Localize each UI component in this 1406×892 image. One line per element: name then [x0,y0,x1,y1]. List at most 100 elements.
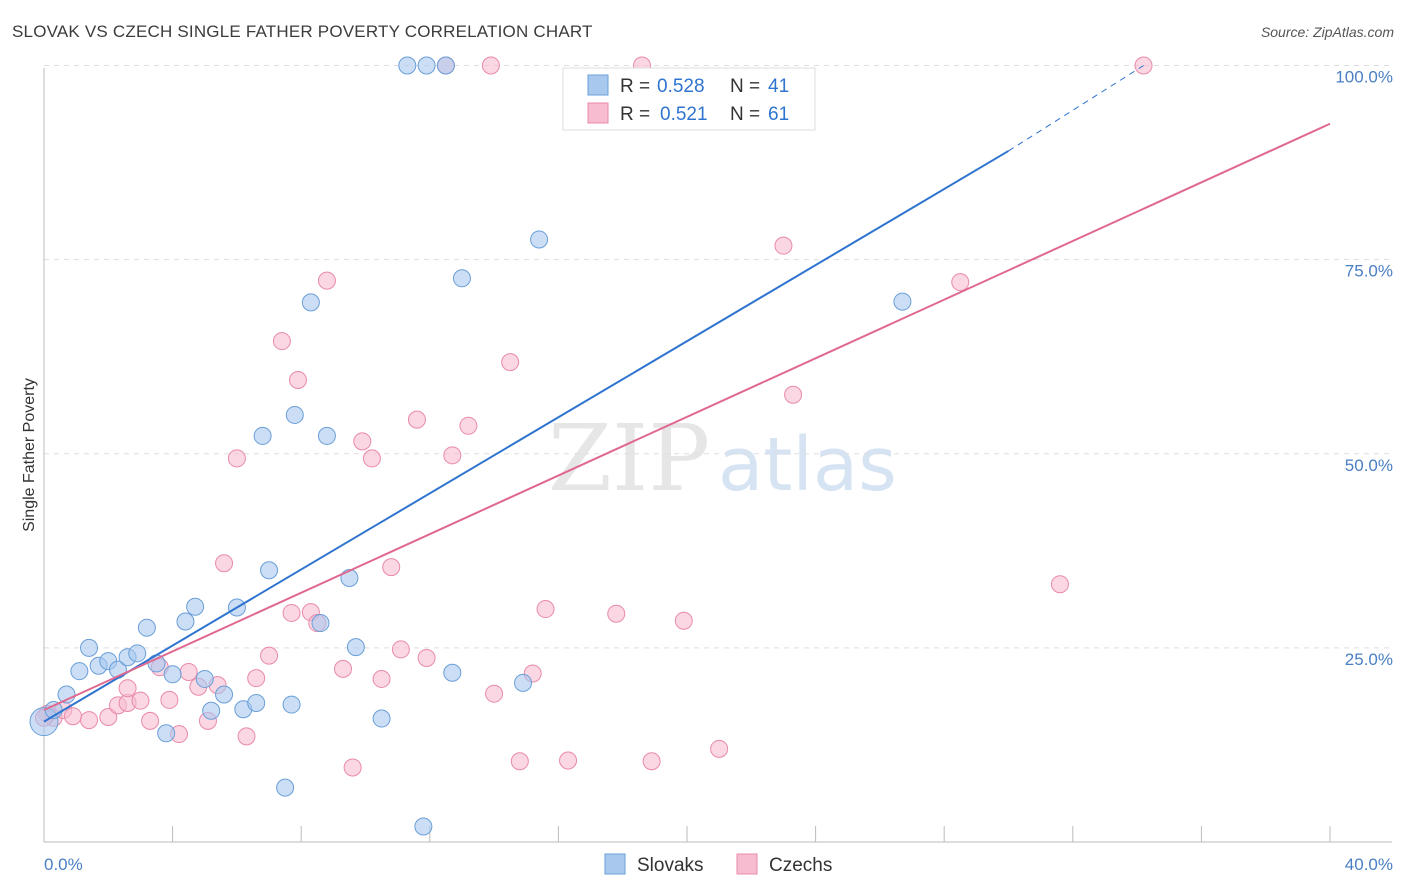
slovaks-point [176,612,195,631]
legend-czechs-label: Czechs [769,855,832,876]
czechs-point [951,273,970,292]
czechs-point [481,56,500,75]
slovaks-point [436,56,455,75]
slovaks-point [317,426,336,445]
czechs-point [227,449,246,468]
slovaks-point [311,614,330,633]
source-label: Source: ZipAtlas.com [1260,24,1394,40]
slovaks-trend-line [43,150,1010,723]
czechs-point [288,371,307,389]
slovaks-point [372,709,391,728]
y-tick-label-75: 75.0% [1345,262,1393,281]
slovaks-point [137,618,156,637]
slovaks-point [128,644,147,663]
czechs-point [215,554,234,573]
slovaks-point [163,665,182,684]
czechs-point [784,385,803,404]
czechs-point [272,332,291,351]
slovaks-point [285,405,304,424]
slovaks-legend-swatch [587,74,609,96]
slovaks-point [893,292,912,311]
czechs-point [260,646,279,665]
x-tick-labels: 0.0% 40.0% [44,855,1393,874]
x-tick-label-0: 0.0% [44,855,83,874]
czechs-point [353,432,372,451]
slovaks-point [414,817,433,836]
czechs-point [459,416,478,435]
legend-czechs-swatch [736,853,758,875]
slovaks-point [398,56,417,75]
slovaks-r-label: R = [620,76,650,97]
czechs-point [247,669,266,688]
slovaks-point [443,663,462,682]
czechs-point [559,751,578,770]
slovaks-point [276,778,295,797]
gridlines [44,65,1392,649]
legend-slovaks-swatch [604,853,626,875]
slovaks-point [260,561,279,580]
czechs-point [333,659,352,678]
czechs-n-label: N = [730,104,760,125]
czechs-point [179,662,198,681]
slovaks-point [80,638,99,657]
czechs-point [674,611,693,630]
czechs-point [1050,575,1069,594]
legend-slovaks-label: Slovaks [637,855,704,876]
czechs-point [485,684,504,703]
czechs-point [642,752,661,771]
slovaks-point [346,638,365,657]
czechs-point [317,271,336,290]
slovaks-trend-extension [1008,65,1144,152]
chart-title: SLOVAK VS CZECH SINGLE FATHER POVERTY CO… [12,22,593,41]
czechs-point [80,711,99,730]
stats-legend: R = 0.528 N = 41 R = 0.521 N = 61 [562,67,816,131]
slovaks-point [282,695,301,714]
czechs-point [407,410,426,429]
watermark-atlas: atlas [718,422,897,508]
czechs-point [160,690,179,709]
slovaks-points [29,56,912,836]
slovaks-point [253,426,272,445]
slovaks-point [186,597,205,616]
czechs-point [774,236,793,255]
czechs-point [343,758,362,777]
slovaks-point [340,569,359,587]
x-tick-label-40: 40.0% [1345,855,1393,874]
czechs-point [141,711,160,730]
czechs-point [282,603,301,622]
slovaks-point [247,694,266,713]
czechs-point [131,691,150,710]
czechs-point [99,707,118,726]
czechs-legend-swatch [587,102,609,124]
czechs-trend-line [43,122,1331,711]
slovaks-r-value: 0.528 [657,76,705,97]
czechs-r-label: R = [620,104,650,125]
czechs-point [501,353,520,372]
x-ticks [172,826,1331,842]
czechs-point [510,752,529,771]
czechs-point [443,446,462,465]
czechs-point [382,558,401,577]
czechs-n-value: 61 [768,104,789,125]
czechs-point [237,727,256,746]
czechs-point [118,679,137,698]
slovaks-point [514,673,533,692]
slovaks-point [301,293,320,312]
slovaks-point [202,701,221,720]
watermark-zip: ZIP [548,405,710,512]
czechs-point [362,449,381,468]
slovaks-point [157,724,176,743]
czechs-point [391,640,410,659]
czechs-point [417,648,436,667]
y-axis-title: Single Father Poverty [21,378,38,532]
y-tick-label-50: 50.0% [1345,456,1393,475]
y-tick-label-100: 100.0% [1335,68,1393,87]
czechs-r-value: 0.521 [660,104,708,125]
czechs-point [372,669,391,688]
slovaks-n-label: N = [730,76,760,97]
slovaks-point [417,56,436,75]
slovaks-point [530,230,549,249]
y-tick-label-25: 25.0% [1345,650,1393,669]
czechs-point [607,604,626,623]
